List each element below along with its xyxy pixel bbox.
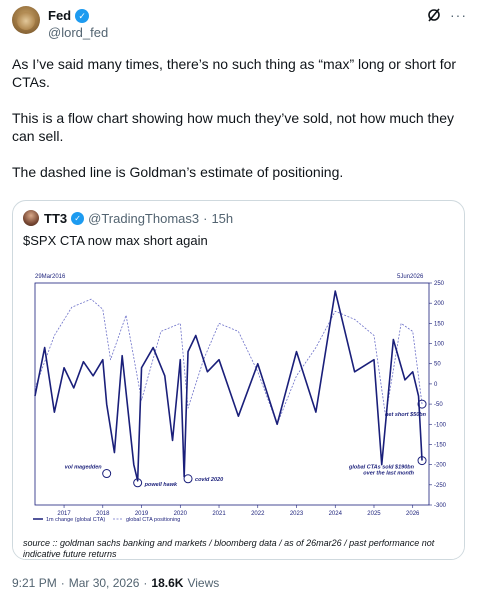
annotation-label: net short $50bn — [385, 412, 427, 418]
separator-dot: · — [60, 576, 65, 590]
y-tick-label: 200 — [434, 301, 445, 307]
y-tick-label: -100 — [434, 422, 447, 428]
x-tick-label: 2020 — [174, 511, 188, 517]
source-note-line-2: indicative future returns — [23, 549, 117, 559]
annotation-marker — [417, 399, 427, 409]
x-tick-label: 2022 — [251, 511, 265, 517]
separator-dot: · — [203, 211, 208, 226]
x-tick-label: 2019 — [135, 511, 149, 517]
quoted-author-handle: @TradingThomas3 — [88, 211, 200, 226]
annotation-label: vol magedden — [65, 465, 103, 471]
source-note-line-1: source :: goldman sachs banking and mark… — [23, 538, 435, 548]
annotation-marker — [183, 474, 193, 484]
chart-start-label: 29Mar2016 — [35, 274, 66, 280]
grok-icon[interactable] — [426, 7, 442, 23]
series-line-1m-change — [34, 290, 423, 482]
more-options-icon[interactable]: ··· — [450, 7, 467, 23]
author-name[interactable]: Fed — [48, 8, 72, 23]
verified-badge-icon: ✓ — [75, 8, 90, 23]
y-tick-label: 100 — [434, 342, 445, 348]
annotation-marker — [102, 469, 112, 479]
tweet-text: As I’ve said many times, there’s no such… — [12, 55, 467, 199]
y-tick-label: 50 — [434, 362, 441, 368]
quoted-tweet[interactable]: TT3 ✓ @TradingThomas3 · 15h $SPX CTA now… — [12, 200, 465, 560]
x-tick-label: 2024 — [329, 511, 343, 517]
y-tick-label: -50 — [434, 402, 443, 408]
author-name-row: Fed ✓ — [48, 8, 90, 23]
tweet-paragraph: The dashed line is Goldman’s estimate of… — [12, 164, 344, 180]
legend-entry: global CTA positioning — [126, 517, 180, 523]
y-tick-label: -250 — [434, 483, 447, 489]
tweet-time[interactable]: 9:21 PM — [12, 576, 57, 590]
views-count: 18.6K — [151, 576, 184, 590]
x-tick-label: 2023 — [290, 511, 304, 517]
series-line-positioning — [34, 298, 423, 425]
annotation-marker — [133, 478, 143, 488]
quoted-tweet-header: TT3 ✓ @TradingThomas3 · 15h — [44, 211, 233, 226]
views-label: Views — [187, 576, 220, 590]
y-tick-label: 150 — [434, 321, 445, 327]
x-tick-label: 2021 — [212, 511, 226, 517]
annotation-marker — [417, 456, 427, 466]
quoted-author-avatar — [23, 210, 39, 226]
quoted-verified-badge-icon: ✓ — [71, 212, 85, 225]
x-tick-label: 2026 — [406, 511, 420, 517]
annotation-label: global CTAs sold $190bn over the last mon… — [348, 465, 415, 477]
quoted-author-name: TT3 — [44, 211, 68, 226]
tweet-paragraph: As I’ve said many times, there’s no such… — [12, 56, 460, 90]
y-tick-label: -300 — [434, 503, 447, 509]
x-tick-label: 2025 — [367, 511, 381, 517]
author-handle[interactable]: @lord_fed — [48, 25, 109, 40]
tweet-date[interactable]: Mar 30, 2026 — [68, 576, 140, 590]
y-tick-label: -200 — [434, 463, 447, 469]
annotation-label: powell hawk — [144, 482, 178, 488]
annotation-label: covid 2020 — [195, 477, 223, 483]
y-tick-label: 250 — [434, 281, 445, 287]
separator-dot: · — [143, 576, 148, 590]
x-tick-label: 2018 — [96, 511, 110, 517]
x-tick-label: 2017 — [57, 511, 71, 517]
chart-image[interactable]: 250 200 150 100 50 0 -50 -100 -150 -200 -250 -300 2… — [13, 253, 464, 559]
author-avatar[interactable] — [12, 6, 40, 34]
tweet-meta: 9:21 PM · Mar 30, 2026 · 18.6K Views — [12, 576, 219, 590]
y-tick-label: -150 — [434, 442, 447, 448]
chart-end-label: 5Jun2026 — [397, 274, 424, 280]
lion-avatar-icon — [17, 12, 35, 30]
y-tick-label: 0 — [434, 382, 438, 388]
chart-svg: 250 200 150 100 50 0 -50 -100 -150 -200 -250 -300 2… — [23, 274, 447, 559]
tweet-paragraph: This is a flow chart showing how much th… — [12, 110, 458, 144]
quoted-tweet-text: $SPX CTA now max short again — [23, 233, 208, 248]
quoted-tweet-time: 15h — [211, 211, 234, 226]
legend-entry: 1m change (global CTA) — [46, 517, 105, 523]
